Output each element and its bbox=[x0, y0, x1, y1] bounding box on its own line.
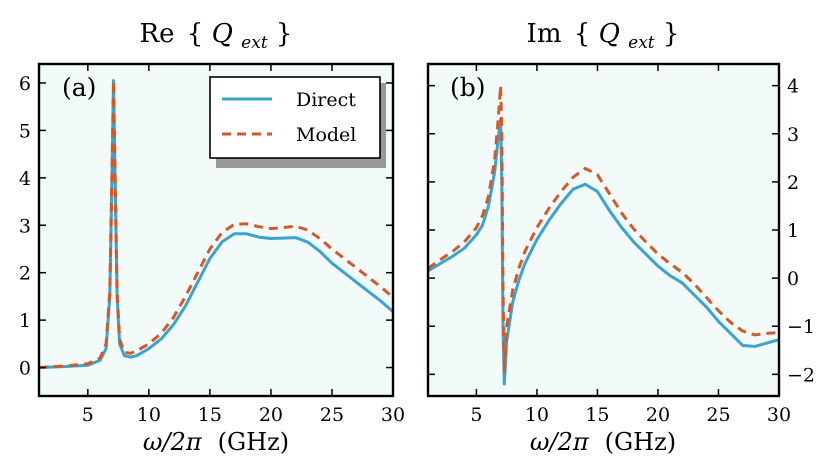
panel-b-ytick-label: 2 bbox=[787, 172, 799, 194]
legend-box bbox=[209, 76, 381, 159]
panel-b-xlabel-omega: ω/2π bbox=[530, 428, 590, 456]
panel-b-xtick-label: 30 bbox=[767, 404, 791, 426]
panel-a-label: (a) bbox=[62, 73, 96, 102]
panel-b-xtick-label: 10 bbox=[525, 404, 549, 426]
panel-a-xlabel-unit: (GHz) bbox=[218, 428, 289, 456]
panel-a: 5 10 15 20 25 30 0 1 2 3 4 5 6 Re { Q ext } (a) ω/2π… bbox=[19, 19, 405, 456]
panel-b-xlabel-unit: (GHz) bbox=[605, 428, 676, 456]
panel-a-xtick-label: 5 bbox=[82, 404, 94, 426]
legend: Direct Model bbox=[209, 76, 386, 168]
panel-a-xlabel: ω/2π (GHz) bbox=[143, 428, 289, 456]
panel-a-ytick-label: 1 bbox=[19, 310, 31, 332]
panel-a-ytick-label: 3 bbox=[19, 215, 31, 237]
panel-a-frame bbox=[37, 62, 395, 398]
panel-a-title-lbrace: { bbox=[187, 19, 204, 49]
panel-a-xtick-label: 10 bbox=[137, 404, 161, 426]
panel-b-label: (b) bbox=[450, 73, 486, 102]
panel-b-ytick-label: 0 bbox=[787, 268, 799, 290]
panel-a-ytick-label: 5 bbox=[19, 120, 31, 142]
panel-a-title-q: Q bbox=[212, 19, 233, 49]
panel-b-xtick-label: 5 bbox=[470, 404, 482, 426]
panel-a-xlabel-omega: ω/2π bbox=[143, 428, 203, 456]
panel-b-plot-area bbox=[428, 64, 779, 396]
legend-model-label: Model bbox=[296, 124, 356, 146]
panel-b-series bbox=[427, 84, 780, 386]
panel-a-ytick-label: 0 bbox=[19, 358, 31, 380]
panel-b-xtick-label: 25 bbox=[706, 404, 730, 426]
panel-a-xtick-label: 30 bbox=[381, 404, 405, 426]
legend-direct-label: Direct bbox=[296, 89, 356, 111]
panel-b: 5 10 15 20 25 30 −2 −1 0 1 2 3 4 Im { Q ext } (b) ω/… bbox=[426, 19, 815, 456]
panel-b-ytick-label: −2 bbox=[787, 364, 815, 386]
panel-b-xtick-label: 20 bbox=[646, 404, 670, 426]
panel-a-title-prefix: Re bbox=[140, 19, 175, 49]
panel-b-title-lbrace: { bbox=[574, 19, 591, 49]
panel-b-xtick-label: 15 bbox=[585, 404, 609, 426]
panel-b-series-model bbox=[427, 84, 780, 374]
panel-a-xtick-label: 25 bbox=[320, 404, 344, 426]
panel-b-ytick-label: 1 bbox=[787, 220, 799, 242]
panel-a-title-rbrace: } bbox=[276, 19, 293, 49]
panel-b-title: Im { Q ext } bbox=[527, 19, 680, 55]
panel-a-ytick-label: 4 bbox=[19, 168, 31, 190]
panel-b-title-rbrace: } bbox=[663, 19, 680, 49]
panel-b-title-q: Q bbox=[599, 19, 620, 49]
panel-a-title-sub: ext bbox=[241, 33, 268, 53]
panel-b-title-prefix: Im bbox=[527, 19, 562, 49]
panel-a-xtick-label: 15 bbox=[198, 404, 222, 426]
panel-a-ytick-label: 6 bbox=[19, 73, 31, 95]
panel-b-ytick-label: −1 bbox=[787, 316, 815, 338]
panel-a-title: Re { Q ext } bbox=[140, 19, 293, 55]
panel-b-ytick-label: 4 bbox=[787, 76, 799, 98]
panel-a-xtick-label: 20 bbox=[259, 404, 283, 426]
panel-a-ytick-label: 2 bbox=[19, 263, 31, 285]
panel-a-series-model bbox=[38, 79, 394, 369]
panel-b-ytick-label: 3 bbox=[787, 124, 799, 146]
panel-b-xlabel: ω/2π (GHz) bbox=[530, 428, 676, 456]
panel-b-title-sub: ext bbox=[628, 33, 655, 53]
panel-b-series-direct bbox=[427, 117, 780, 386]
panel-a-series bbox=[38, 79, 394, 369]
